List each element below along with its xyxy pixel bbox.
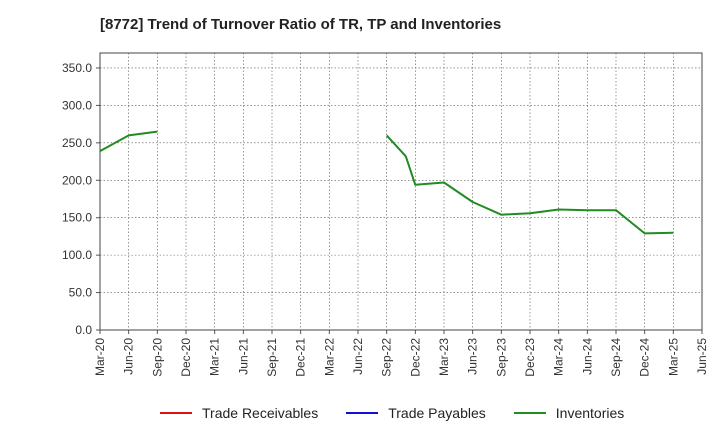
x-tick-label: Mar-25 xyxy=(666,338,680,376)
plot-frame xyxy=(99,52,703,331)
x-tick-label: Sep-20 xyxy=(150,338,164,377)
line-chart: Mar-20 Jun-20 Sep-20 Dec-20 Mar-21 Jun-21 Sep-… xyxy=(62,52,709,377)
legend-swatch-trade-payables xyxy=(346,412,379,414)
y-tick-label: 200.0 xyxy=(62,173,92,187)
x-tick-label: Mar-22 xyxy=(322,338,336,376)
legend-label-inventories: Inventories xyxy=(555,405,625,421)
x-tick-label: Jun-22 xyxy=(351,338,365,375)
x-tick-label: Sep-24 xyxy=(609,338,623,377)
y-tick-label: 300.0 xyxy=(62,98,92,112)
y-tick-label: 150.0 xyxy=(62,211,92,225)
legend-swatch-trade-receivables xyxy=(160,412,192,414)
y-tick-label: 350.0 xyxy=(62,61,92,75)
x-tick-label: Jun-20 xyxy=(122,338,136,375)
legend-item-trade-payables: Trade Payables xyxy=(346,405,486,421)
legend-label-trade-payables: Trade Payables xyxy=(388,405,486,421)
y-tick-label: 250.0 xyxy=(62,136,92,150)
y-tick-label: 50.0 xyxy=(69,286,93,300)
x-tick-label: Sep-23 xyxy=(494,338,508,377)
x-tick-label: Dec-23 xyxy=(523,338,537,377)
x-tick-label: Mar-21 xyxy=(208,338,222,376)
y-tick-label: 100.0 xyxy=(62,248,92,262)
x-tick-label: Jun-25 xyxy=(695,338,709,375)
x-tick-label: Jun-24 xyxy=(580,338,594,375)
x-tick-label: Dec-21 xyxy=(294,338,308,377)
x-tick-label: Mar-24 xyxy=(552,338,566,376)
x-tick-label: Jun-21 xyxy=(236,338,250,375)
chart-title: [8772] Trend of Turnover Ratio of TR, TP… xyxy=(100,16,502,33)
legend: Trade Receivables Trade Payables Invento… xyxy=(160,405,624,421)
x-tick-label: Mar-20 xyxy=(93,338,107,376)
series-line-inventories xyxy=(385,134,674,235)
x-tick-label: Mar-23 xyxy=(437,338,451,376)
x-tick-label: Sep-22 xyxy=(380,338,394,377)
x-tick-label: Sep-21 xyxy=(265,338,279,377)
legend-item-inventories: Inventories xyxy=(513,405,625,421)
y-tick-label: 0.0 xyxy=(75,323,92,337)
series-line-inventories xyxy=(99,130,158,152)
x-tick-label: Dec-20 xyxy=(179,338,193,377)
x-tick-label: Jun-23 xyxy=(466,338,480,375)
legend-swatch-inventories xyxy=(513,412,546,414)
legend-item-trade-receivables: Trade Receivables xyxy=(160,405,318,421)
x-tick-label: Dec-22 xyxy=(408,338,422,377)
legend-label-trade-receivables: Trade Receivables xyxy=(202,405,319,421)
x-tick-label: Dec-24 xyxy=(638,338,652,377)
